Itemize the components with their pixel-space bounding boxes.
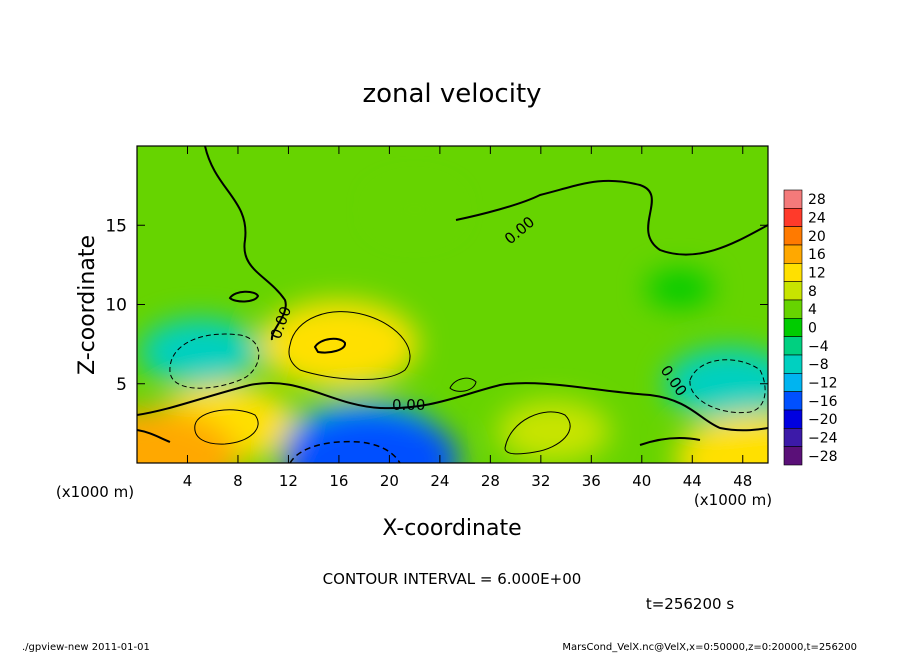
colorbar-label: −28 — [808, 449, 838, 465]
time-stamp: t=256200 s — [646, 595, 734, 613]
contour-positive-core — [288, 311, 411, 380]
x-tick-label: 8 — [233, 472, 243, 490]
contour-positive-lower-left — [194, 409, 259, 445]
x-tick-label: 20 — [380, 472, 399, 490]
colorbar-label: −4 — [808, 339, 829, 355]
colorbar-label: 12 — [808, 266, 826, 282]
field-blob-upper-band — [376, 188, 453, 231]
colorbar-swatch — [783, 299, 803, 319]
contour-negative-right — [689, 359, 766, 414]
colorbar-swatch — [783, 373, 803, 392]
colorbar-swatch — [783, 263, 803, 282]
field-blob-right-upper-field — [646, 270, 714, 308]
contour-negative-left — [169, 333, 260, 389]
contour-label: 0.00 — [392, 396, 425, 414]
colorbar-swatch — [783, 208, 803, 227]
contour-interval: CONTOUR INTERVAL = 6.000E+00 — [323, 570, 582, 588]
colorbar-label: 0 — [808, 321, 817, 337]
field-blob-core-max — [259, 300, 419, 389]
velocity-field — [137, 146, 768, 463]
field-blob-left-jet — [139, 318, 262, 386]
y-axis-label: Z-coordinate — [75, 235, 100, 375]
colorbar-label: 8 — [808, 284, 817, 300]
contour-negative-bottom — [289, 440, 401, 463]
contour-lines — [137, 146, 768, 463]
y-tick-label: 15 — [105, 216, 127, 236]
x-axis: 4 8 12 16 20 24 28 32 36 40 44 48 — [183, 146, 752, 490]
contour-zero-lower — [137, 429, 701, 446]
field-blobs — [137, 188, 768, 463]
chart-title: zonal velocity — [362, 79, 541, 109]
colorbar-label: −8 — [808, 357, 829, 373]
field-blob-right-jet — [664, 347, 768, 421]
x-tick-label: 4 — [183, 472, 193, 490]
y-axis: 5 10 15 — [105, 216, 768, 395]
field-blob-corner-max-right — [676, 414, 768, 463]
colorbar-swatch — [783, 409, 803, 429]
colorbar-label: −12 — [808, 376, 838, 392]
field-blob-surface-min — [281, 410, 460, 463]
z-unit-label: (x1000 m) — [56, 483, 134, 501]
x-tick-label: 48 — [733, 472, 752, 490]
colorbar-swatch — [783, 244, 803, 264]
x-tick-label: 44 — [683, 472, 702, 490]
footer-program: ./gpview-new 2011-01-01 — [22, 642, 150, 653]
colorbar-label: 16 — [808, 247, 826, 263]
x-tick-label: 36 — [582, 472, 601, 490]
y-tick-label: 5 — [116, 375, 127, 395]
x-tick-label: 28 — [481, 472, 500, 490]
contour-zero-upper — [204, 146, 768, 341]
y-tick-label: 10 — [105, 296, 127, 316]
colorbar-swatch — [783, 189, 803, 209]
colorbar-label: −20 — [808, 412, 838, 428]
colorbar-swatch — [783, 354, 803, 374]
contour-zero-middle — [137, 382, 768, 432]
colorbar-swatch — [783, 318, 803, 337]
field-blob-lower-right-max — [497, 399, 610, 463]
field-blob-corner-max-left — [137, 409, 239, 463]
colorbar-swatch — [783, 281, 803, 301]
x-unit-label: (x1000 m) — [694, 491, 772, 509]
x-tick-label: 16 — [329, 472, 348, 490]
colorbar-swatch — [783, 391, 803, 411]
colorbar-swatch — [783, 428, 803, 447]
x-tick-label: 32 — [531, 472, 550, 490]
colorbar: 28 24 20 16 12 8 4 0 −4 −8 −12 −16 −20 −24 −28 — [783, 189, 838, 466]
colorbar-label: −16 — [808, 394, 838, 410]
colorbar-swatch — [783, 446, 803, 466]
contour-positive-lower-right — [504, 411, 571, 455]
colorbar-label: 28 — [808, 192, 826, 208]
colorbar-label: 24 — [808, 211, 826, 227]
x-tick-label: 24 — [430, 472, 449, 490]
footer-source: MarsCond_VelX.nc@VelX,x=0:50000,z=0:2000… — [562, 642, 857, 653]
contour-small-closed-2 — [449, 377, 477, 392]
x-tick-label: 40 — [632, 472, 651, 490]
contour-max-core — [313, 337, 346, 354]
contour-small-closed-1 — [228, 290, 260, 303]
x-axis-label: X-coordinate — [382, 516, 521, 541]
colorbar-label: 4 — [808, 302, 817, 318]
colorbar-swatch — [783, 226, 803, 246]
plot-area — [136, 145, 769, 464]
colorbar-label: −24 — [808, 431, 838, 447]
x-tick-label: 12 — [279, 472, 298, 490]
colorbar-swatch — [783, 336, 803, 356]
colorbar-label: 20 — [808, 229, 826, 245]
